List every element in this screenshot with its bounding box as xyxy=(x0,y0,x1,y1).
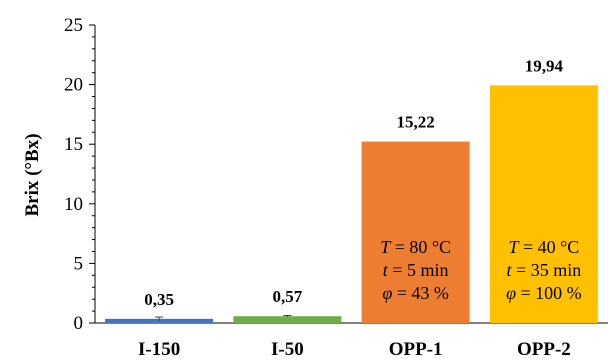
bar-annotation: t = 35 min xyxy=(507,260,582,280)
data-label: 15,22 xyxy=(397,113,435,132)
y-tick-label: 5 xyxy=(74,253,84,274)
y-tick-label: 10 xyxy=(64,194,83,215)
bar-annotation: φ = 100 % xyxy=(506,283,582,303)
bar-opp-2 xyxy=(489,85,598,323)
x-tick-label: I-150 xyxy=(138,339,180,360)
bar-annotation: t = 5 min xyxy=(383,260,449,280)
bar-annotation: T = 40 °C xyxy=(508,237,579,257)
data-label: 19,94 xyxy=(525,56,564,75)
y-axis-label: Brix (°Bx) xyxy=(22,133,43,216)
bar-i-50 xyxy=(233,316,342,323)
data-label: 0,57 xyxy=(273,287,303,306)
y-tick-label: 15 xyxy=(64,134,83,155)
bar-opp-1 xyxy=(361,141,470,323)
bar-i-150 xyxy=(105,318,214,323)
bar-annotation: φ = 43 % xyxy=(382,283,449,303)
x-tick-label: OPP-2 xyxy=(517,339,571,360)
bar-annotation: T = 80 °C xyxy=(380,237,451,257)
x-tick-label: I-50 xyxy=(271,339,304,360)
y-tick-label: 20 xyxy=(64,75,83,96)
labels: 0,35 I-150 0,57 I-50 15,22 OPP-1 19,94 OPP-2 T =… xyxy=(138,56,582,360)
y-tick-label: 0 xyxy=(74,313,84,334)
y-tick-label: 25 xyxy=(64,15,83,36)
x-tick-label: OPP-1 xyxy=(389,339,443,360)
bars xyxy=(105,85,598,323)
data-label: 0,35 xyxy=(144,290,174,309)
